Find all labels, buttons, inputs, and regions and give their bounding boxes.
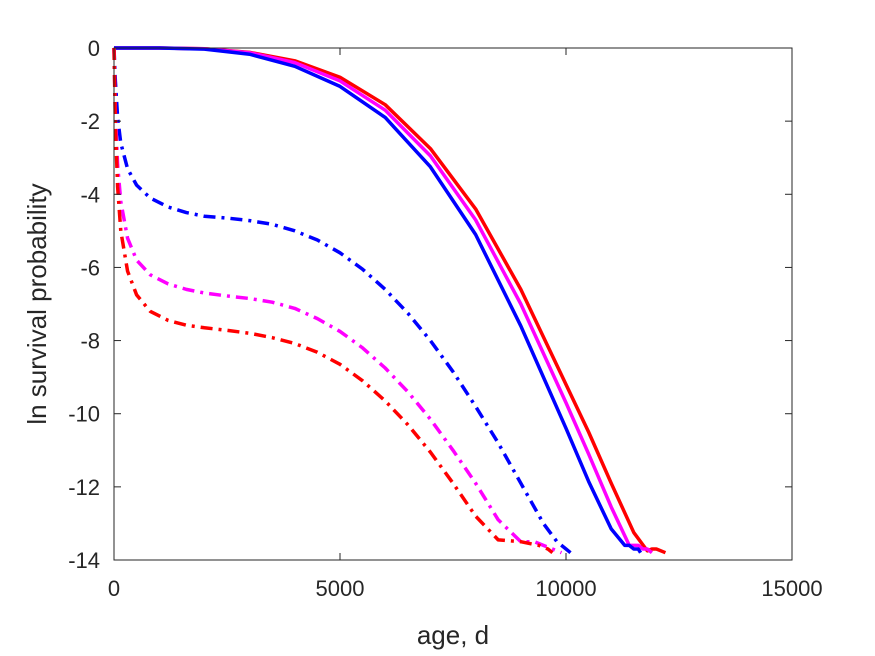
y-tick-label: 0 bbox=[88, 36, 100, 61]
axes-box bbox=[113, 47, 793, 561]
y-tick-label: -6 bbox=[80, 255, 100, 280]
series-line-6-dashdot bbox=[112, 47, 554, 555]
plot-area bbox=[114, 48, 792, 560]
y-tick-label: -4 bbox=[80, 182, 100, 207]
x-tick-label: 15000 bbox=[761, 576, 822, 601]
x-axis-label: age, d bbox=[417, 620, 489, 650]
y-tick-label: -8 bbox=[80, 329, 100, 354]
y-tick-label: -12 bbox=[68, 475, 100, 500]
y-tick-label: -14 bbox=[68, 548, 100, 573]
x-tick-label: 5000 bbox=[316, 576, 365, 601]
y-axis-label: ln survival probability bbox=[22, 183, 52, 424]
series-layer bbox=[112, 46, 667, 555]
x-tick-label: 10000 bbox=[535, 576, 596, 601]
series-line-5-dashdot bbox=[112, 47, 563, 555]
x-tick-label: 0 bbox=[108, 576, 120, 601]
y-tick-label: -10 bbox=[68, 402, 100, 427]
series-line-4-dashdot bbox=[112, 47, 572, 555]
y-tick-label: -2 bbox=[80, 109, 100, 134]
axes-layer: 0 5000 10000 15000 0 -2 -4 -6 -8 -10 -12 -14 bbox=[68, 36, 822, 601]
series-line-3-solid bbox=[114, 46, 643, 554]
